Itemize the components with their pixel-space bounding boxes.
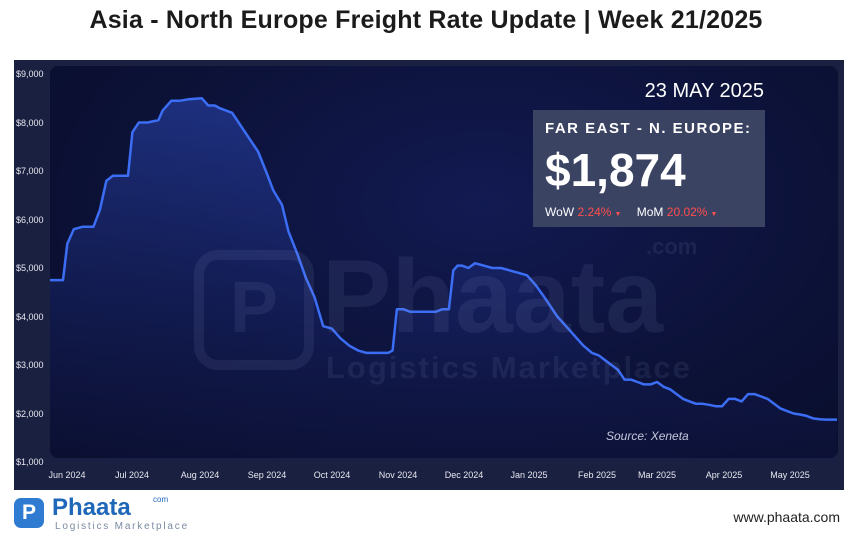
mom-label: MoM xyxy=(636,205,664,219)
x-tick-label: Apr 2025 xyxy=(705,470,743,480)
y-tick-label: $2,000 xyxy=(16,408,44,419)
y-tick-label: $5,000 xyxy=(16,263,44,273)
x-tick-label: May 2025 xyxy=(770,470,810,480)
x-tick-label: Oct 2024 xyxy=(313,470,351,480)
x-tick-label: Jul 2024 xyxy=(114,470,150,480)
series-line-far-east-n-europe xyxy=(50,97,837,421)
brand-tagline: Logistics Marketplace xyxy=(55,521,189,532)
x-tick-label: Mar 2025 xyxy=(637,470,677,480)
down-triangle-icon: ▼ xyxy=(710,211,718,218)
rate-value: $1,874 xyxy=(545,144,686,196)
brand-name: Phaata xyxy=(52,494,131,521)
page-title: Asia - North Europe Freight Rate Update … xyxy=(89,6,763,34)
y-tick-label: $1,000 xyxy=(16,457,44,467)
x-tick-label: Sep 2024 xyxy=(247,470,287,480)
y-tick-label: $3,000 xyxy=(16,360,44,370)
x-tick-label: Jun 2024 xyxy=(48,470,86,480)
x-tick-label: Jan 2025 xyxy=(510,470,548,480)
brand-com: com xyxy=(153,495,169,504)
y-tick-label: $6,000 xyxy=(16,214,44,225)
wow-label: WoW xyxy=(545,205,575,219)
source-note: Source: Xeneta xyxy=(606,429,689,443)
series-area-fill xyxy=(50,98,837,463)
x-tick-label: Feb 2025 xyxy=(577,470,617,480)
website-link[interactable]: www.phaata.com xyxy=(733,509,840,525)
x-tick-label: Nov 2024 xyxy=(378,470,418,480)
phaata-logo-icon: P xyxy=(14,498,44,528)
x-tick-label: Aug 2024 xyxy=(180,470,220,480)
down-triangle-icon: ▼ xyxy=(614,211,622,218)
y-tick-label: $4,000 xyxy=(16,311,44,322)
y-tick-label: $7,000 xyxy=(16,166,44,176)
y-tick-label: $9,000 xyxy=(16,69,44,79)
route-label: FAR EAST - N. EUROPE: xyxy=(545,120,752,137)
wow-value: 2.24% xyxy=(577,205,612,219)
freight-rate-chart xyxy=(50,97,837,463)
x-tick-label: Dec 2024 xyxy=(444,470,484,480)
change-row: WoW 2.24% ▼ MoM 20.02% ▼ xyxy=(545,205,729,219)
rate-summary-box: FAR EAST - N. EUROPE: $1,874 WoW 2.24% ▼ … xyxy=(533,110,765,227)
report-date: 23 MAY 2025 xyxy=(644,80,764,102)
mom-value: 20.02% xyxy=(666,205,708,219)
y-tick-label: $8,000 xyxy=(16,117,44,128)
